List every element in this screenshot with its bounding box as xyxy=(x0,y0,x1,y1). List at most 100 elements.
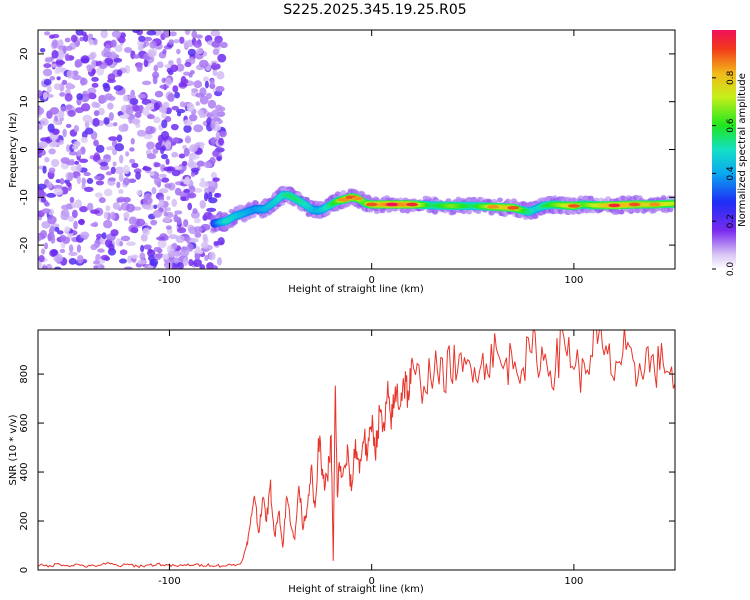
noise-speckle xyxy=(206,207,217,213)
noise-speckle xyxy=(40,137,50,142)
noise-speckle xyxy=(142,196,153,205)
trace-halo xyxy=(399,208,406,214)
colorbar-tick-label: 0.0 xyxy=(726,262,736,277)
noise-speckle xyxy=(100,30,108,39)
noise-speckle xyxy=(193,80,203,89)
noise-speckle xyxy=(91,82,99,88)
noise-speckle xyxy=(80,231,90,239)
noise-speckle xyxy=(118,173,124,182)
noise-speckle xyxy=(97,60,103,66)
noise-speckle xyxy=(131,162,139,169)
noise-speckle xyxy=(46,85,52,93)
noise-speckle xyxy=(142,166,152,171)
noise-speckle xyxy=(89,52,96,60)
noise-speckle xyxy=(179,249,190,257)
noise-speckle xyxy=(76,175,82,185)
noise-speckle xyxy=(88,38,94,46)
noise-speckle xyxy=(198,181,209,188)
noise-speckle xyxy=(146,141,155,150)
noise-speckle xyxy=(186,243,194,252)
noise-speckle xyxy=(81,183,86,190)
noise-speckle xyxy=(149,40,157,49)
noise-speckle xyxy=(79,36,85,42)
noise-speckle xyxy=(68,244,74,253)
noise-speckle xyxy=(174,91,181,99)
noise-speckle xyxy=(156,61,164,69)
noise-speckle xyxy=(192,208,198,214)
noise-speckle xyxy=(122,94,129,102)
noise-speckle xyxy=(103,153,112,163)
noise-speckle xyxy=(112,202,120,210)
noise-speckle xyxy=(132,104,140,112)
noise-speckle xyxy=(55,179,62,184)
noise-speckle xyxy=(103,219,113,229)
spectrogram-ylabel: Frequency (Hz) xyxy=(8,112,19,188)
noise-speckle xyxy=(137,44,144,51)
noise-speckle xyxy=(93,139,99,147)
noise-speckle xyxy=(217,257,223,266)
noise-speckle xyxy=(49,76,56,81)
noise-speckle xyxy=(218,106,226,112)
noise-speckle xyxy=(129,97,139,106)
noise-speckle xyxy=(167,250,177,258)
noise-speckle xyxy=(119,240,124,247)
noise-speckle xyxy=(137,259,148,265)
noise-speckle xyxy=(94,192,103,198)
noise-speckle xyxy=(39,191,47,198)
noise-speckle xyxy=(38,254,45,263)
noise-speckle xyxy=(39,229,47,239)
noise-speckle xyxy=(162,101,170,109)
noise-speckle xyxy=(183,124,192,133)
noise-speckle xyxy=(182,257,189,267)
noise-speckle xyxy=(116,198,124,203)
noise-speckle xyxy=(70,165,78,172)
spectral-trace xyxy=(210,185,675,232)
noise-speckle xyxy=(43,31,51,36)
colorbar-tick-label: 0.4 xyxy=(726,166,736,181)
snr-ytick-label: 200 xyxy=(19,511,30,530)
noise-speckle xyxy=(62,128,67,138)
noise-speckle xyxy=(169,31,177,37)
noise-speckle xyxy=(105,171,113,176)
noise-speckle xyxy=(53,253,63,263)
noise-speckle xyxy=(189,237,199,243)
trace-halo xyxy=(660,195,667,201)
noise-speckle xyxy=(164,77,172,87)
noise-speckle xyxy=(154,255,161,261)
noise-speckle xyxy=(192,258,202,267)
noise-speckle xyxy=(204,254,209,262)
noise-speckle xyxy=(149,171,155,177)
noise-speckle xyxy=(74,160,80,165)
noise-speckle xyxy=(138,35,146,42)
noise-speckle xyxy=(47,215,57,225)
colorbar-label: Normalized spectral amplitude xyxy=(737,73,748,227)
noise-speckle xyxy=(171,242,178,250)
trace-peak xyxy=(337,197,350,202)
noise-speckle xyxy=(193,217,201,224)
noise-speckle xyxy=(67,109,76,117)
noise-speckle xyxy=(193,40,202,48)
noise-speckle xyxy=(153,176,162,186)
noise-speckle xyxy=(188,72,193,78)
noise-speckle xyxy=(82,114,93,123)
noise-speckle xyxy=(190,167,200,173)
noise-speckle xyxy=(123,211,130,219)
noise-speckle xyxy=(38,106,45,115)
noise-speckle xyxy=(69,158,75,164)
noise-speckle xyxy=(210,30,221,37)
noise-speckle xyxy=(46,93,54,98)
noise-speckle xyxy=(81,177,87,186)
noise-speckle xyxy=(135,171,141,180)
noise-speckle xyxy=(71,145,79,150)
noise-speckle xyxy=(140,244,145,253)
noise-speckle xyxy=(118,124,127,132)
noise-speckle xyxy=(91,68,96,75)
colorbar-gradient xyxy=(712,30,736,269)
noise-speckle xyxy=(175,235,185,243)
noise-speckle xyxy=(84,127,94,135)
noise-speckle xyxy=(184,61,192,68)
noise-speckle xyxy=(163,166,173,172)
noise-speckle xyxy=(164,64,172,69)
noise-speckle xyxy=(168,60,174,66)
snr-series-line xyxy=(38,330,675,569)
